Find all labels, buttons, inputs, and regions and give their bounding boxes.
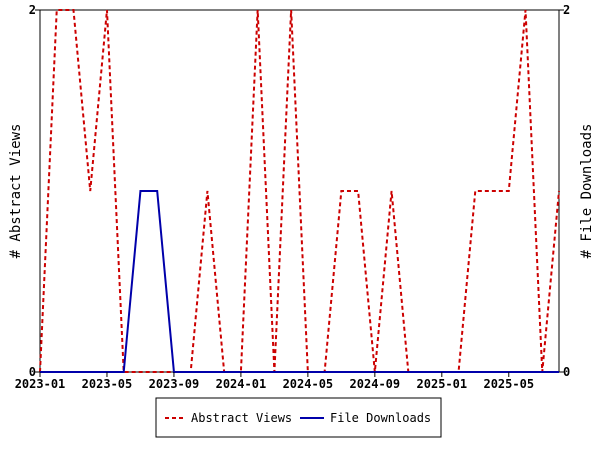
y-axis-right: 02 — [559, 3, 570, 379]
y-axis-left-title: # Abstract Views — [8, 124, 24, 259]
y-tick-label-left: 0 — [29, 365, 36, 379]
x-tick-label: 2025-01 — [417, 377, 468, 391]
x-tick-label: 2023-01 — [15, 377, 66, 391]
legend: Abstract Views File Downloads — [155, 397, 442, 438]
x-axis: 2023-01 2023-05 2023-09 2024-01 2024-05 2024-… — [15, 372, 534, 391]
x-tick-label: 2024-09 — [350, 377, 401, 391]
legend-box — [155, 397, 442, 438]
x-tick-label: 2024-05 — [283, 377, 334, 391]
series-line-file-downloads — [40, 190, 559, 373]
plot-area — [39, 9, 560, 373]
y-axis-right-title: # File Downloads — [579, 124, 595, 259]
legend-label-file-downloads: File Downloads — [330, 411, 431, 425]
y-tick-label-right: 0 — [563, 365, 570, 379]
x-tick-label: 2024-01 — [216, 377, 267, 391]
series-line-abstract-views — [39, 9, 560, 373]
y-tick-label-right: 2 — [563, 3, 570, 17]
x-tick-label: 2025-05 — [483, 377, 534, 391]
y-axis-left: 02 — [29, 3, 40, 379]
x-tick-label: 2023-09 — [149, 377, 200, 391]
series-layer — [39, 9, 560, 373]
legend-label-abstract-views: Abstract Views — [191, 411, 292, 425]
x-tick-label: 2023-05 — [82, 377, 133, 391]
y-tick-label-left: 2 — [29, 3, 36, 17]
